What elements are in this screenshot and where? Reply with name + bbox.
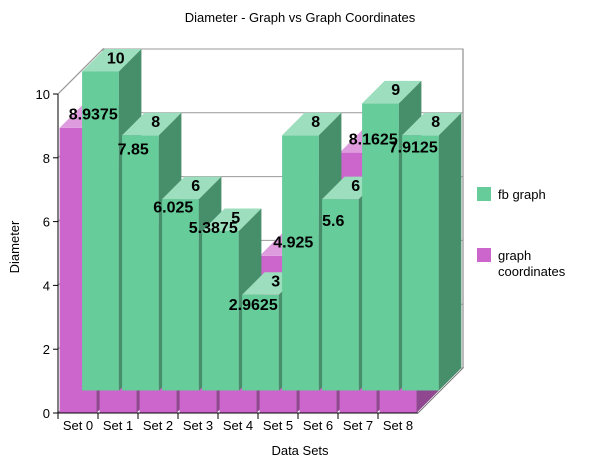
bar-front bbox=[202, 231, 239, 391]
chart-title: Diameter - Graph vs Graph Coordinates bbox=[185, 10, 416, 25]
y-tick-label: 10 bbox=[36, 87, 50, 102]
x-tick-label: Set 6 bbox=[303, 418, 333, 433]
data-label: 8 bbox=[311, 114, 320, 131]
y-tick-label: 4 bbox=[43, 278, 50, 293]
legend-swatch bbox=[477, 248, 491, 262]
bar-front bbox=[362, 103, 399, 391]
bar bbox=[402, 112, 462, 391]
data-label: 8.1625 bbox=[349, 131, 398, 148]
data-label: 8 bbox=[431, 114, 440, 131]
bar-front bbox=[242, 294, 279, 391]
y-axis-label: Diameter bbox=[7, 220, 22, 273]
legend-label: fb graph bbox=[498, 187, 546, 202]
bar-front bbox=[322, 199, 359, 391]
bar-top bbox=[162, 176, 222, 200]
bar-front bbox=[162, 199, 199, 391]
x-tick-label: Set 2 bbox=[143, 418, 173, 433]
axes: 0 2 4 6 8 10 Set 0 Set 1 Set 2 Set 3 Set 4 Set 5 Set… bbox=[36, 87, 418, 433]
bar-top bbox=[122, 112, 182, 136]
bars bbox=[59, 49, 462, 414]
y-tick-label: 0 bbox=[43, 406, 50, 421]
legend-label: graph coordinates bbox=[498, 248, 566, 279]
data-label: 5.6 bbox=[322, 213, 344, 230]
data-label: 10 bbox=[107, 50, 125, 67]
x-tick-label: Set 7 bbox=[343, 418, 373, 433]
data-label: 8 bbox=[151, 114, 160, 131]
bar-front bbox=[122, 135, 159, 391]
legend: fb graph graph coordinates bbox=[477, 187, 566, 279]
bar-top bbox=[202, 208, 262, 231]
x-tick-label: Set 4 bbox=[223, 418, 253, 433]
bar-side bbox=[438, 112, 462, 391]
data-label: 8.9375 bbox=[69, 107, 118, 124]
y-tick-label: 2 bbox=[43, 342, 50, 357]
y-tick-label: 6 bbox=[43, 215, 50, 230]
bar-front bbox=[282, 135, 319, 391]
x-tick-label: Set 0 bbox=[63, 418, 93, 433]
bar-front bbox=[402, 135, 439, 391]
data-label: 5 bbox=[231, 210, 240, 227]
data-label: 2.9625 bbox=[229, 297, 278, 314]
data-label: 4.925 bbox=[273, 235, 313, 252]
x-axis-label: Data Sets bbox=[271, 443, 329, 458]
data-label: 6.025 bbox=[153, 200, 193, 217]
y-tick-label: 8 bbox=[43, 151, 50, 166]
data-label: 7.85 bbox=[118, 141, 149, 158]
data-label: 3 bbox=[271, 274, 280, 291]
gridline bbox=[57, 48, 463, 95]
bar-top bbox=[282, 112, 342, 136]
x-tick-label: Set 5 bbox=[263, 418, 293, 433]
x-tick-label: Set 8 bbox=[383, 418, 413, 433]
data-label: 7.9125 bbox=[389, 139, 438, 156]
data-label: 6 bbox=[191, 178, 200, 195]
bar-front bbox=[82, 71, 119, 391]
bar-top bbox=[362, 80, 422, 104]
data-label: 9 bbox=[391, 82, 400, 99]
data-label: 6 bbox=[351, 178, 360, 195]
x-tick-label: Set 1 bbox=[103, 418, 133, 433]
data-label: 5.3875 bbox=[189, 220, 238, 237]
x-tick-label: Set 3 bbox=[183, 418, 213, 433]
bar-top bbox=[82, 49, 142, 72]
bar-top bbox=[402, 112, 462, 136]
legend-swatch bbox=[477, 187, 491, 201]
